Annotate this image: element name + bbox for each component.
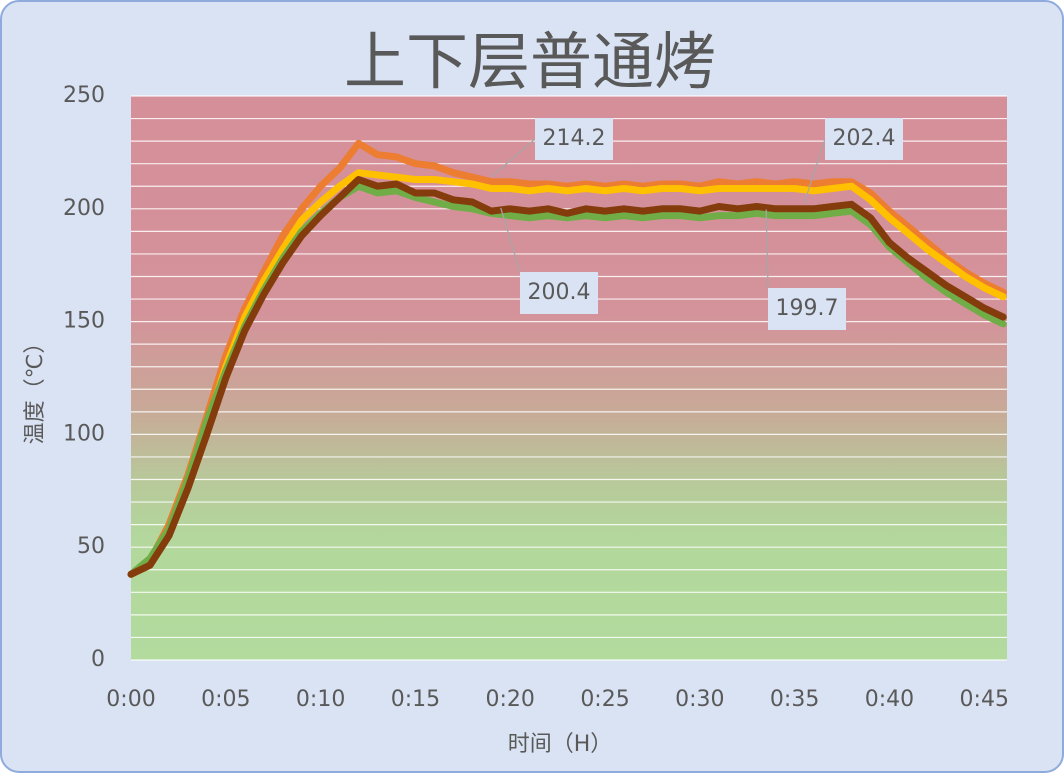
annotation-box (768, 288, 846, 330)
series-line (127, 176, 1007, 578)
x-tick-label: 0:05 (201, 687, 250, 712)
x-tick-label: 0:30 (675, 687, 724, 712)
y-tick-label: 50 (77, 534, 105, 559)
annotation-box (535, 118, 613, 160)
annotation-label: 202.4 (833, 126, 896, 151)
plot-area (131, 96, 1007, 660)
annotation-leader (490, 138, 536, 178)
x-tick-label: 0:40 (865, 687, 914, 712)
annotation-label: 200.4 (528, 280, 591, 305)
x-tick-label: 0:15 (391, 687, 440, 712)
y-tick-label: 150 (63, 309, 105, 334)
annotation-box (520, 272, 598, 314)
x-tick-label: 0:10 (296, 687, 345, 712)
y-tick-label: 0 (91, 647, 105, 672)
chart-title: 上下层普通烤 (344, 25, 716, 98)
x-tick-label: 0:25 (580, 687, 629, 712)
annotation-leader (803, 138, 826, 204)
annotation-label: 214.2 (543, 126, 606, 151)
annotation-leader (765, 209, 769, 289)
y-tick-label: 100 (63, 421, 105, 446)
x-axis-title: 时间（H） (508, 732, 613, 757)
x-tick-label: 0:00 (106, 687, 155, 712)
x-tick-label: 0:45 (960, 687, 1009, 712)
series-line (127, 139, 1007, 578)
y-tick-label: 250 (63, 83, 105, 108)
series-line (127, 169, 1007, 578)
annotation-box (825, 118, 903, 160)
y-axis-title: 温度（℃） (23, 332, 48, 445)
annotation-label: 199.7 (776, 296, 839, 321)
annotation-leader (500, 207, 521, 273)
y-tick-label: 200 (63, 196, 105, 221)
x-tick-label: 0:35 (770, 687, 819, 712)
x-tick-label: 0:20 (486, 687, 535, 712)
